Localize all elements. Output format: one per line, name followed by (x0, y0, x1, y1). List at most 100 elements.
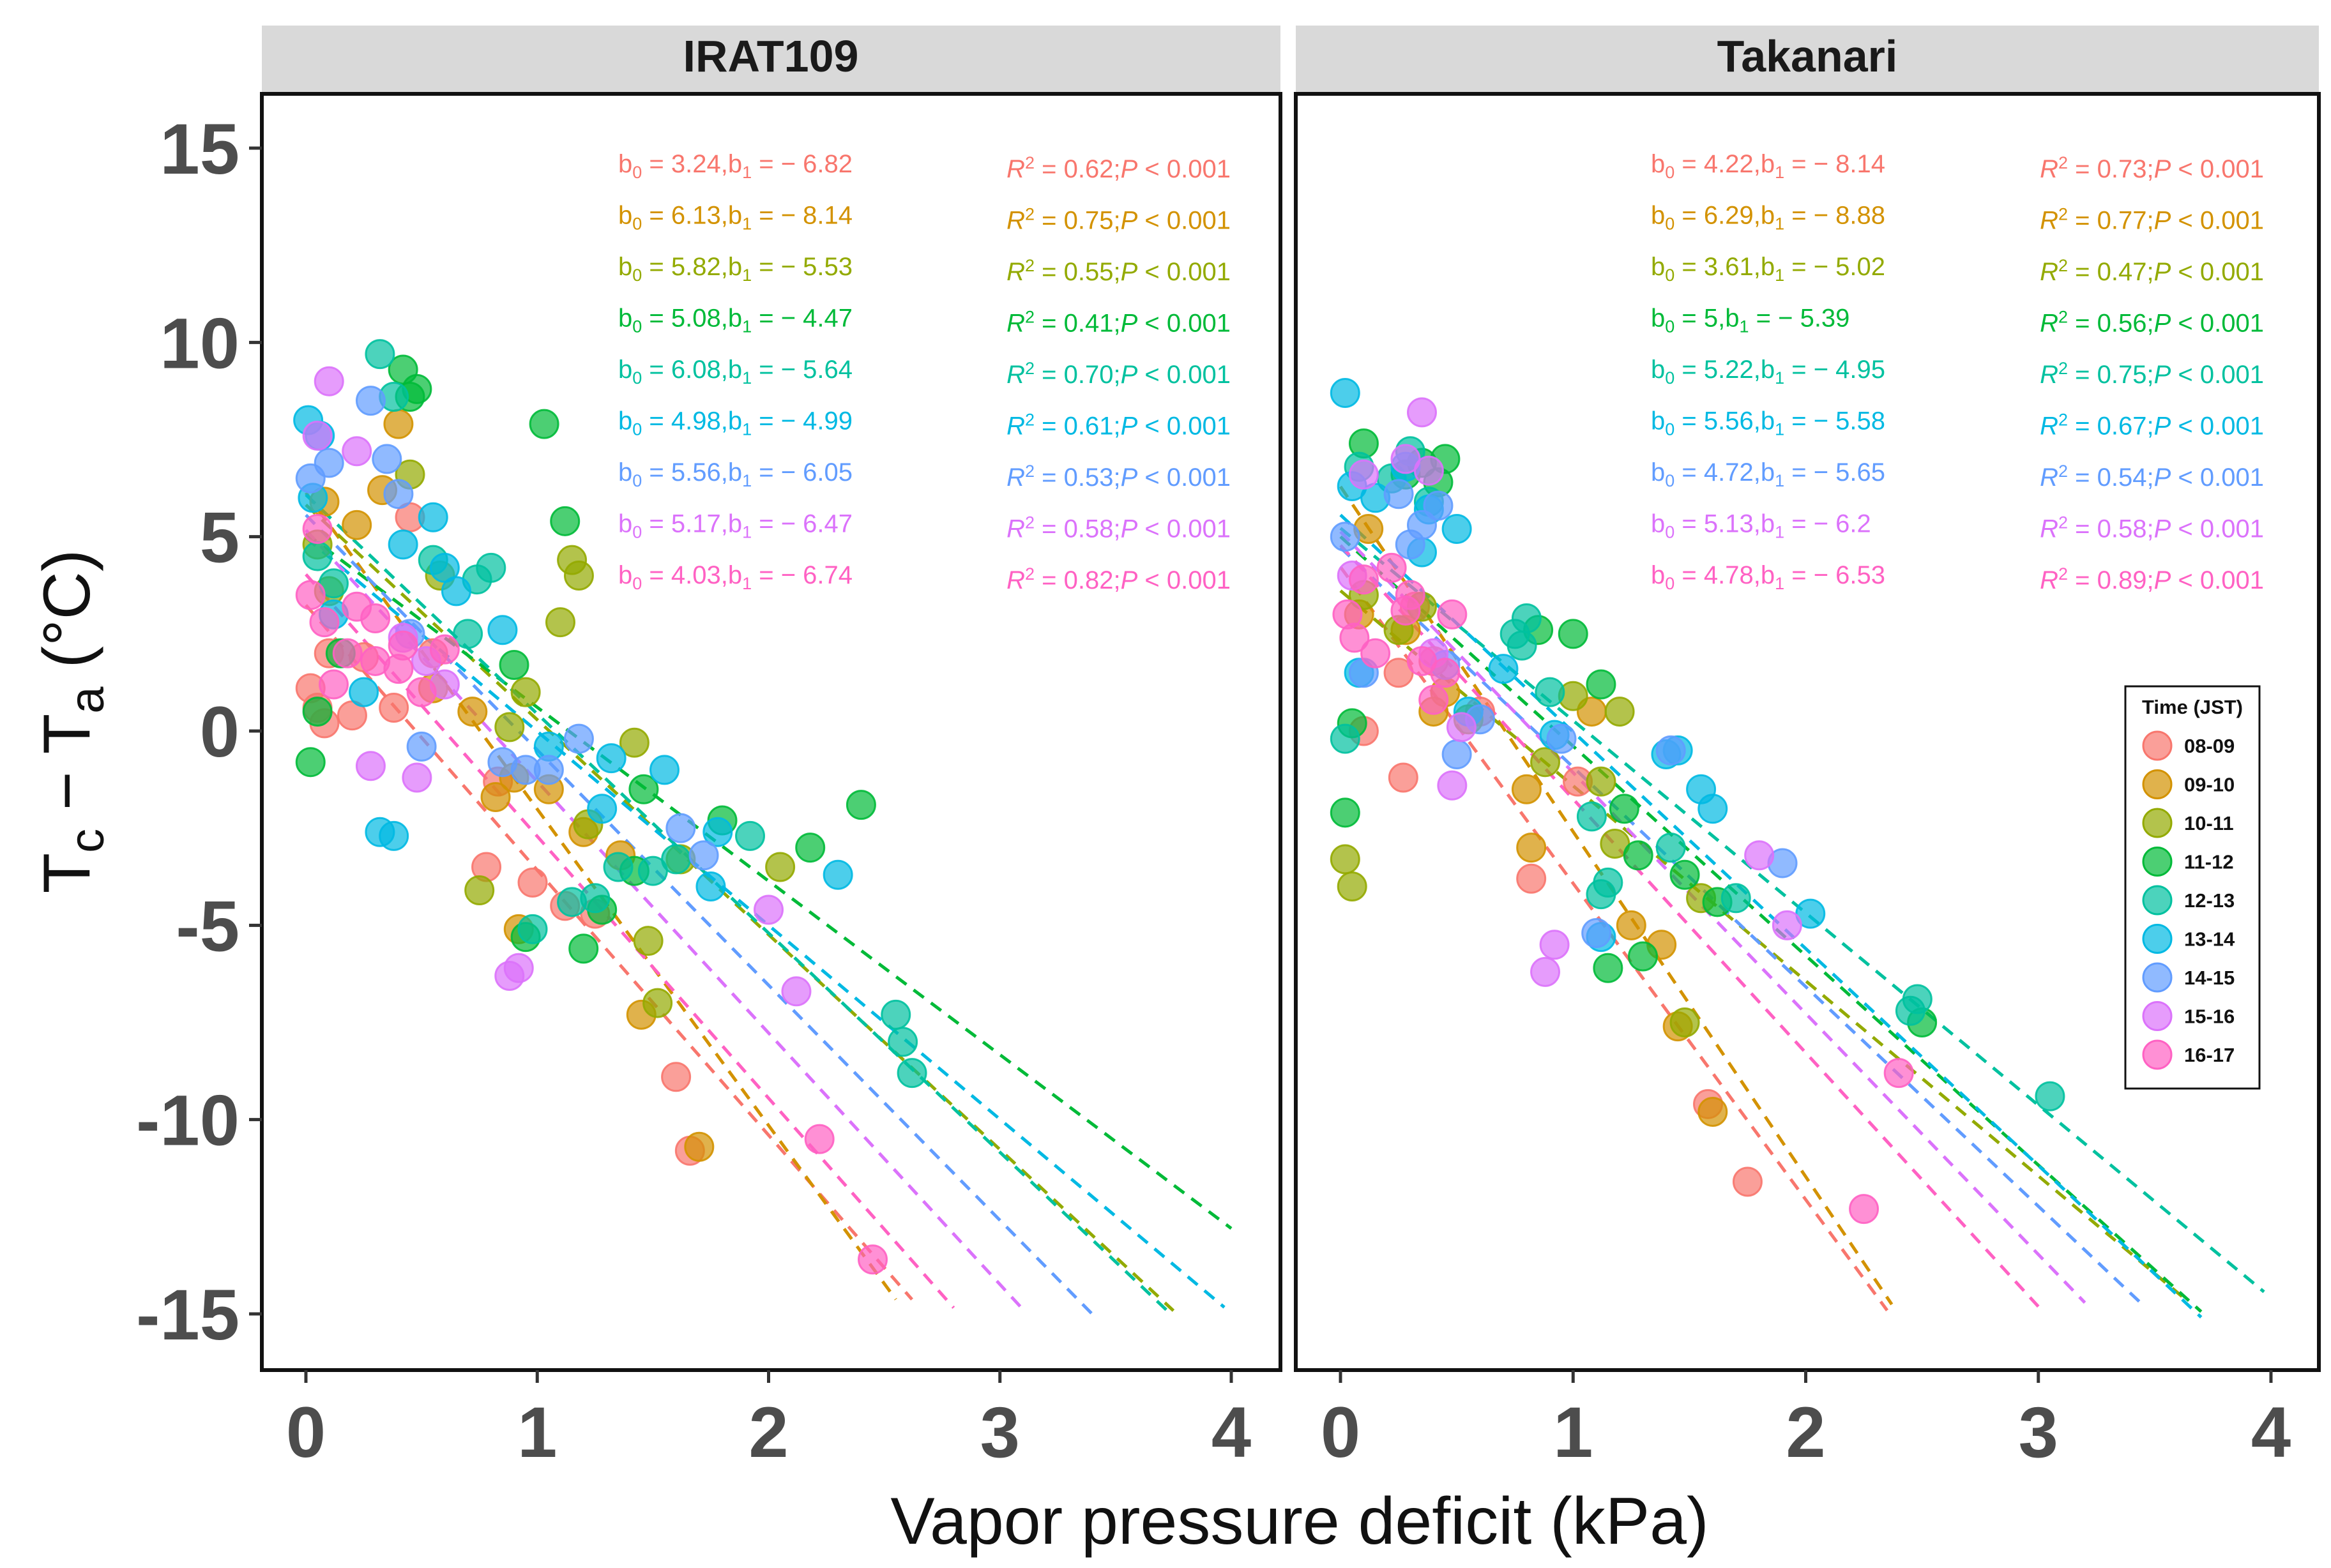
data-point (1530, 956, 1561, 987)
equation-coefficients: b0 = 4.72,b1 = − 5.65 (1651, 458, 1885, 490)
y-axis-title-minus: − (30, 754, 104, 829)
data-point (342, 436, 372, 467)
legend-key-09-10 (2142, 769, 2173, 799)
data-point (1593, 867, 1623, 898)
data-point (1539, 930, 1570, 960)
data-point (1546, 723, 1577, 754)
data-point (1330, 377, 1360, 408)
legend-key-15-16 (2142, 1001, 2173, 1031)
y-tick-label: -5 (176, 886, 239, 966)
regression-line-11-12 (305, 532, 1233, 1230)
data-point (480, 781, 511, 812)
equation-coefficients: b0 = 6.08,b1 = − 5.64 (618, 356, 853, 388)
data-point (517, 914, 548, 944)
legend-title: Time (JST) (2142, 696, 2243, 718)
data-point (1348, 459, 1379, 490)
data-point (402, 762, 432, 793)
equation-coefficients: b0 = 5.56,b1 = − 5.58 (1651, 407, 1885, 439)
data-point (1609, 794, 1639, 824)
equation-r2: R2 = 0.53;P < 0.001 (1006, 462, 1231, 492)
data-point (702, 817, 733, 847)
regression-line-13-14 (305, 536, 1226, 1309)
data-point (503, 953, 534, 983)
data-point (1604, 697, 1635, 727)
data-point (1330, 522, 1360, 552)
data-point (365, 339, 395, 370)
data-point (881, 999, 911, 1030)
data-point (517, 867, 548, 898)
data-point (1330, 723, 1360, 754)
data-point (453, 619, 483, 649)
data-point (1732, 1166, 1763, 1197)
equation-r2: R2 = 0.67;P < 0.001 (2040, 411, 2264, 441)
data-point (295, 580, 326, 610)
strip-irat109: IRAT109 (262, 26, 1280, 93)
data-point (1720, 883, 1751, 914)
equation-r2: R2 = 0.75;P < 0.001 (1006, 205, 1231, 235)
x-tick-label: 4 (1211, 1392, 1251, 1472)
data-point (1511, 603, 1542, 633)
data-point (314, 448, 344, 478)
data-point (379, 692, 409, 723)
equation-coefficients: b0 = 6.29,b1 = − 8.88 (1651, 202, 1885, 234)
y-tick-label: 15 (160, 109, 239, 189)
data-point (754, 894, 784, 925)
data-point (1418, 684, 1449, 715)
data-point (1669, 1007, 1700, 1037)
data-point (1395, 580, 1425, 610)
equation-r2: R2 = 0.41;P < 0.001 (1006, 308, 1231, 338)
data-point (499, 650, 529, 681)
data-point (1586, 766, 1616, 797)
equation-r2: R2 = 0.55;P < 0.001 (1006, 256, 1231, 286)
data-point (563, 723, 594, 754)
data-point (1376, 552, 1407, 583)
data-point (1902, 984, 1932, 1014)
data-point (457, 697, 488, 727)
legend-label-14-15: 14-15 (2184, 967, 2235, 989)
equation-r2: R2 = 0.54;P < 0.001 (2040, 462, 2264, 492)
regression-line-12-13 (1339, 527, 2265, 1293)
x-tick-label: 3 (2019, 1392, 2058, 1472)
data-point (355, 386, 386, 416)
data-point (897, 1058, 927, 1089)
data-point (1437, 599, 1468, 629)
data-point (1623, 840, 1653, 871)
data-point (383, 409, 414, 439)
data-point (487, 615, 518, 645)
data-point (1616, 910, 1646, 940)
data-point (1339, 622, 1370, 653)
data-point (888, 1027, 918, 1057)
data-point (1441, 513, 1472, 544)
equation-r2: R2 = 0.82;P < 0.001 (1006, 564, 1231, 594)
data-point (349, 677, 379, 707)
data-point (302, 513, 333, 544)
y-axis-title-sub-c: c (60, 829, 114, 853)
data-point (688, 840, 719, 871)
data-point (1593, 953, 1623, 983)
equations-takanari: b0 = 4.22,b1 = − 8.14 R2 = 0.73;P < 0.001… (1651, 150, 2264, 594)
data-point (1423, 490, 1454, 521)
data-point (441, 576, 471, 607)
legend-label-15-16: 15-16 (2184, 1006, 2235, 1028)
x-axis-takanari: 0 1 2 3 4 (1321, 1370, 2291, 1472)
equation-r2: R2 = 0.77;P < 0.001 (2040, 205, 2264, 235)
data-point (1330, 797, 1360, 828)
regression-line-14-15 (305, 513, 1094, 1316)
data-point (735, 820, 766, 851)
equation-r2: R2 = 0.70;P < 0.001 (1006, 359, 1231, 389)
legend-label-16-17: 16-17 (2184, 1044, 2235, 1066)
legend: Time (JST) 08-09 09-10 10-11 11-12 12-13 13-1… (2124, 685, 2261, 1090)
data-point (1655, 833, 1686, 863)
equation-coefficients: b0 = 3.61,b1 = − 5.02 (1651, 253, 1885, 285)
data-point (1360, 638, 1391, 668)
equation-r2: R2 = 0.61;P < 0.001 (1006, 411, 1231, 441)
strip-label-takanari: Takanari (1717, 31, 1898, 81)
equation-r2: R2 = 0.62;P < 0.001 (1006, 153, 1231, 183)
y-axis-title-sub-a: a (60, 686, 114, 714)
equation-coefficients: b0 = 4.78,b1 = − 6.53 (1651, 561, 1885, 593)
equation-r2: R2 = 0.58;P < 0.001 (1006, 513, 1231, 543)
legend-key-11-12 (2142, 847, 2173, 877)
data-point (1576, 801, 1607, 832)
data-point (619, 727, 649, 758)
